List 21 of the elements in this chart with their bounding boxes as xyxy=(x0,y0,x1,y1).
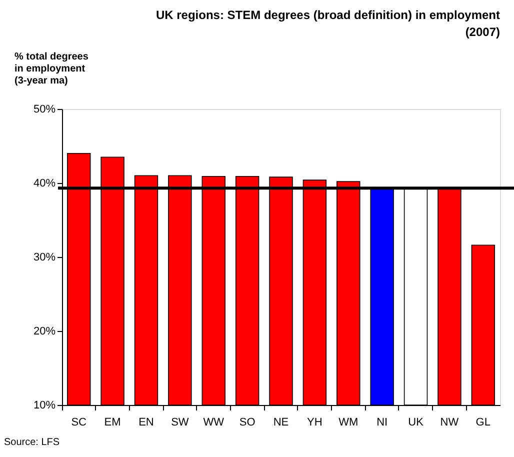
x-tick-label: SO xyxy=(239,416,256,428)
source-note: Source: LFS xyxy=(4,437,60,448)
x-tick-label: YH xyxy=(307,416,322,428)
x-tick-label: SC xyxy=(71,416,87,428)
x-tick-label: NI xyxy=(376,416,388,428)
x-tick-label: NE xyxy=(273,416,289,428)
x-tick-label: UK xyxy=(408,416,424,428)
x-tick-label: GL xyxy=(476,416,490,428)
y-axis-title: % total degrees in employment (3-year ma) xyxy=(14,52,89,86)
x-tick-label: EM xyxy=(104,416,121,428)
x-tick-label: SW xyxy=(171,416,190,428)
x-tick-label: EN xyxy=(138,416,154,428)
x-tick-label: WW xyxy=(203,416,225,428)
y-tick-label: 20% xyxy=(33,326,56,338)
y-tick-label: 30% xyxy=(33,252,56,264)
x-tick-label: WM xyxy=(338,416,358,428)
y-tick-label: 10% xyxy=(33,400,56,412)
chart-title: UK regions: STEM degrees (broad definition) in employment (2007) xyxy=(156,8,500,39)
y-tick-label: 50% xyxy=(33,104,56,116)
x-tick-label: NW xyxy=(440,416,460,428)
y-tick-label: 40% xyxy=(33,178,56,190)
